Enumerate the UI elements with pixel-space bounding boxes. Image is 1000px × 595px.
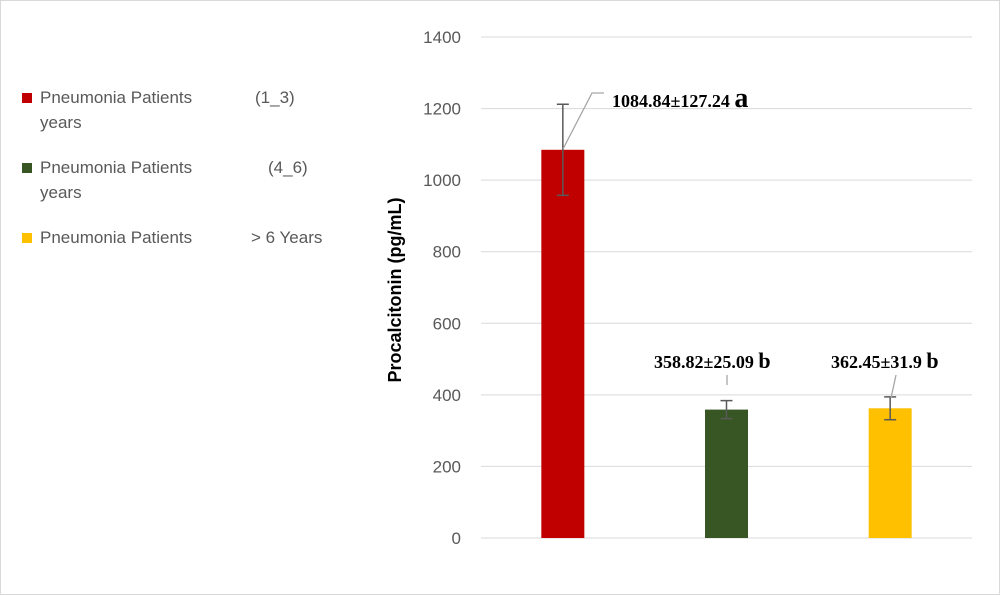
data-label-leader — [562, 92, 604, 150]
y-tick-label: 1000 — [423, 171, 461, 190]
legend-item-1-3-years: Pneumonia Patients (1_3) years — [22, 86, 362, 156]
bar — [705, 409, 748, 538]
legend-swatch — [22, 93, 32, 103]
legend-age-range: > 6 Years — [251, 228, 323, 247]
legend-age-range: (1_3) — [255, 88, 295, 107]
y-tick-label: 1400 — [423, 28, 461, 47]
data-label-leader — [890, 374, 897, 399]
error-bar — [556, 103, 569, 197]
y-tick-label: 800 — [433, 243, 461, 262]
y-tick-label: 400 — [433, 386, 461, 405]
data-label-significance-letter: b — [926, 348, 938, 373]
y-tick-label: 600 — [433, 314, 461, 333]
data-label-value: 358.82±25.09 — [654, 352, 758, 372]
data-label-significance-letter: a — [734, 83, 748, 114]
legend-swatch — [22, 163, 32, 173]
y-tick-label: 0 — [452, 529, 461, 548]
bars — [541, 149, 912, 538]
data-label: 362.45±31.9 b — [831, 348, 939, 373]
data-label-significance-letter: b — [758, 348, 770, 373]
legend-label: Pneumonia Patients — [40, 88, 193, 107]
bar — [541, 149, 585, 538]
data-label-value: 362.45±31.9 — [831, 352, 926, 372]
legend-unit: years — [40, 113, 82, 132]
y-tick-label: 1200 — [423, 100, 461, 119]
error-bars — [556, 103, 897, 421]
y-axis-label: Procalcitonin (pg/mL) — [385, 197, 405, 382]
legend-item-4-6-years: Pneumonia Patients (4_6) years — [22, 156, 362, 226]
legend-age-range: (4_6) — [268, 158, 308, 177]
bar — [868, 408, 912, 538]
legend-unit: years — [40, 183, 82, 202]
legend: Pneumonia Patients (1_3) years Pneumonia… — [22, 86, 362, 266]
data-label: 1084.84±127.24 a — [612, 83, 748, 114]
error-bar — [720, 399, 733, 420]
legend-item-over-6-years: Pneumonia Patients > 6 Years — [22, 226, 362, 266]
y-axis-ticks: 0 200 400 600 800 1000 1200 1400 — [423, 28, 461, 548]
y-tick-label: 200 — [433, 457, 461, 476]
legend-label: Pneumonia Patients — [40, 228, 193, 247]
error-bar — [884, 396, 897, 421]
data-label-value: 1084.84±127.24 — [612, 91, 734, 111]
legend-swatch — [22, 233, 32, 243]
data-label: 358.82±25.09 b — [654, 348, 771, 373]
legend-label: Pneumonia Patients — [40, 158, 193, 177]
